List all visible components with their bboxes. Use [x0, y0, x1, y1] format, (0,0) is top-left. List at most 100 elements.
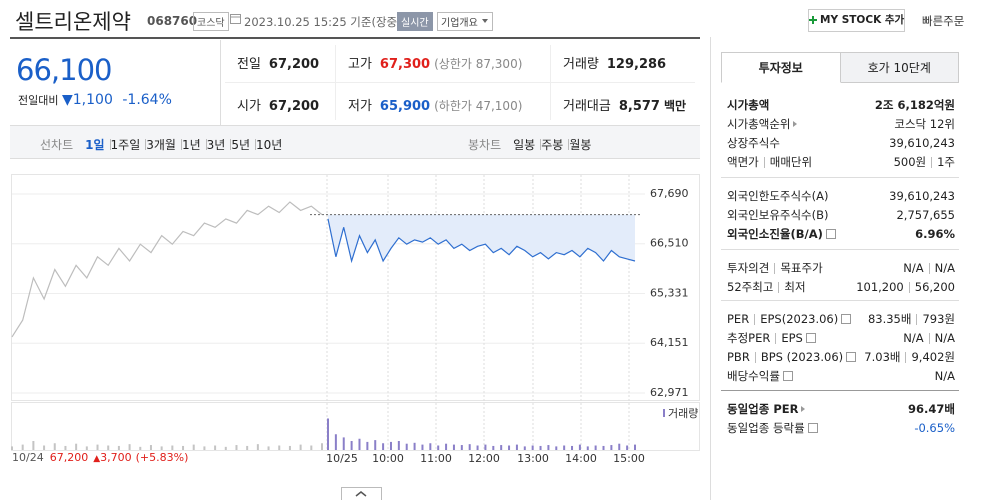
my-stock-label: MY STOCK 추가 [820, 14, 905, 26]
volume-bar [350, 441, 353, 450]
value-text: 39,610,243 [889, 135, 955, 150]
market-badge: 코스닥 [193, 12, 229, 31]
help-icon[interactable] [807, 423, 818, 433]
period-tab[interactable]: 3년 [206, 138, 226, 152]
volume-bar [53, 443, 56, 450]
info-value: 코스닥 12위 [894, 116, 955, 132]
label-text: 시가총액순위 [727, 116, 791, 131]
label-text: 매매단위 [769, 154, 813, 169]
panel-divider [710, 37, 711, 500]
plus-icon [809, 16, 817, 24]
help-icon[interactable] [825, 229, 836, 239]
help-icon[interactable] [805, 333, 816, 343]
volume-bar [413, 442, 416, 450]
info-row: PBR BPS (2023.06) 7.03배 9,402원 [727, 347, 955, 366]
quote-label: 거래량 [563, 57, 599, 72]
overview-button[interactable]: 기업개요 [437, 12, 493, 31]
collapse-button[interactable] [341, 487, 382, 500]
volume-bar [182, 445, 185, 450]
prev-rate: (+5.83%) [135, 451, 189, 464]
quick-order[interactable]: 빠른주문 [922, 14, 965, 28]
separator [754, 313, 756, 325]
period-tab[interactable]: 1주일 [110, 138, 141, 152]
info-value: 83.35배 793원 [868, 311, 955, 327]
info-tab[interactable]: 호가 10단계 [840, 52, 959, 83]
info-value: 6.96% [915, 227, 955, 241]
arrow-icon [801, 406, 806, 412]
quote-label: 고가 [348, 57, 372, 72]
volume-bar [382, 443, 385, 450]
value-text: 500원 [893, 154, 927, 169]
info-value: 500원 1주 [894, 154, 955, 170]
info-row: 배당수익률 N/A [727, 366, 955, 385]
candle-tab[interactable]: 주봉 [541, 138, 564, 152]
separator [754, 351, 756, 363]
volume-bar [492, 445, 495, 450]
label-text: EPS(2023.06) [760, 311, 839, 326]
volume-bar [539, 445, 542, 450]
my-stock-button[interactable]: MY STOCK 추가 [808, 9, 905, 32]
label-text: 액면가 [727, 154, 759, 169]
period-tab[interactable]: 1일 [85, 138, 105, 152]
help-icon[interactable] [782, 371, 793, 381]
label-text: BPS (2023.06) [760, 349, 844, 364]
label-text: PER [727, 311, 750, 326]
price-line [327, 218, 636, 264]
info-row: 투자의견 목표주가 N/A N/A [727, 258, 955, 277]
separator [180, 139, 182, 150]
info-label: 시가총액 [727, 97, 769, 113]
candle-tab[interactable]: 월봉 [569, 138, 592, 152]
y-tick-label: 67,690 [650, 187, 689, 200]
volume-bar [555, 446, 558, 450]
help-icon[interactable] [846, 352, 857, 362]
separator [916, 313, 918, 325]
info-row: 52주최고 최저 101,200 56,200 [727, 277, 955, 296]
y-tick-label: 62,971 [650, 386, 689, 399]
info-tab[interactable]: 투자정보 [721, 52, 841, 83]
label-text: 최저 [784, 279, 806, 294]
quote-value: 129,286 [606, 57, 667, 72]
info-label: 외국인한도주식수(A) [727, 188, 828, 204]
period-tab[interactable]: 10년 [256, 138, 283, 152]
value-text: 1주 [937, 154, 955, 169]
separator [145, 139, 147, 150]
volume-bar [563, 445, 566, 450]
help-icon[interactable] [841, 314, 852, 324]
stock-name: 셀트리온제약 [15, 10, 131, 34]
volume-bar [192, 444, 195, 450]
separator [540, 139, 542, 150]
quote-item: 전일 67,200 [237, 53, 319, 72]
volume-bar [246, 445, 249, 450]
volume-bar [366, 441, 369, 450]
value-text: N/A [934, 260, 955, 275]
volume-bar [618, 443, 621, 450]
volume-label: 거래량 [668, 407, 698, 420]
quote-label: 저가 [348, 99, 372, 114]
volume-bar [32, 441, 35, 450]
info-label: 시가총액순위 [727, 116, 798, 132]
y-tick-label: 66,510 [650, 237, 689, 250]
period-tab[interactable]: 5년 [231, 138, 251, 152]
x-tick-label: 10/25 [326, 452, 358, 465]
group-divider [721, 249, 959, 250]
period-tab[interactable]: 3개월 [146, 138, 176, 152]
quote-item: 거래량 129,286 [563, 53, 666, 72]
info-label: 동일업종 PER [727, 401, 806, 417]
volume-bar [445, 443, 448, 450]
separator [905, 351, 907, 363]
volume-bar [586, 446, 589, 450]
candle-tab[interactable]: 일봉 [513, 138, 536, 152]
volume-bar [421, 444, 424, 450]
volume-bar [594, 445, 597, 450]
separator [908, 281, 910, 293]
value-text: 39,610,243 [889, 188, 955, 203]
realtime-badge: 실시간 [397, 12, 433, 31]
volume-bar [96, 444, 99, 450]
value-text: N/A [903, 260, 924, 275]
period-tab[interactable]: 1년 [181, 138, 201, 152]
info-value: 2,757,655 [896, 208, 955, 222]
volume-bar [43, 445, 46, 450]
info-label: 액면가 매매단위 [727, 154, 812, 170]
info-row: 시가총액 2조 6,182억원 [727, 95, 955, 114]
